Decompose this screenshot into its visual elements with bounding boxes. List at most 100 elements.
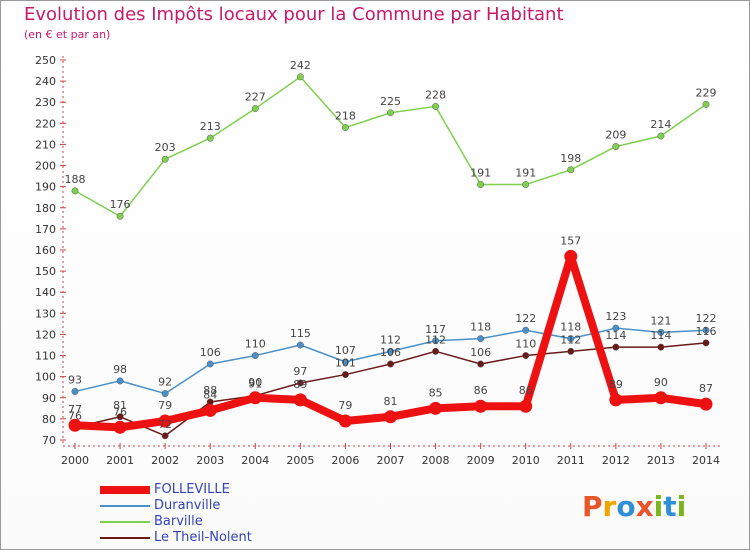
data-label-barville: 176 [110,198,131,211]
data-point-folleville [158,414,172,428]
data-label-duranville: 118 [470,321,491,334]
data-point-folleville [654,391,668,405]
data-point-duranville [702,326,710,334]
data-label-barville: 203 [155,141,176,154]
data-label-duranville: 110 [245,338,266,351]
data-point-barville [116,212,124,220]
y-tick-label: 130 [35,307,56,320]
data-label-duranville: 98 [113,363,127,376]
data-point-barville [522,181,530,189]
data-label-duranville: 122 [696,312,717,325]
data-point-le-theil-nolent [522,352,530,360]
legend-swatch-barville [100,521,150,523]
data-label-folleville: 86 [474,384,488,397]
data-label-le-theil-nolent: 97 [293,365,307,378]
data-point-duranville [567,335,575,343]
data-point-barville [341,124,349,132]
y-tick-label: 230 [35,96,56,109]
data-point-le-theil-nolent [432,347,440,355]
data-label-duranville: 112 [380,333,401,346]
data-label-duranville: 123 [605,310,626,323]
y-tick-label: 100 [35,371,56,384]
y-tick-label: 190 [35,181,56,194]
data-label-barville: 188 [65,173,86,186]
data-label-barville: 209 [605,129,626,142]
data-label-barville: 191 [470,167,491,180]
data-label-barville: 218 [335,110,356,123]
x-tick-label: 2008 [422,454,450,467]
data-point-folleville [293,393,307,407]
data-label-barville: 225 [380,95,401,108]
data-label-barville: 198 [560,152,581,165]
data-point-duranville [432,337,440,345]
data-label-folleville: 157 [560,234,581,247]
x-tick-label: 2014 [692,454,720,467]
data-label-le-theil-nolent: 101 [335,357,356,370]
data-point-le-theil-nolent [161,432,169,440]
legend-label-duranville: Duranville [154,498,221,513]
x-tick-label: 2011 [557,454,585,467]
x-tick-label: 2002 [151,454,179,467]
legend-item-duranville: Duranville [100,498,300,514]
legend-swatch-duranville [100,505,150,507]
logo-letter: i [676,490,687,523]
data-point-duranville [341,358,349,366]
data-label-duranville: 118 [560,321,581,334]
legend-item-le-theil-nolent: Le Theil-Nolent [100,530,300,546]
data-point-le-theil-nolent [657,343,665,351]
data-point-barville [71,187,79,195]
y-tick-label: 160 [35,244,56,257]
data-point-barville [657,132,665,140]
logo-letter: P [582,490,603,523]
x-tick-label: 2010 [512,454,540,467]
data-point-duranville [71,387,79,395]
data-label-le-theil-nolent: 81 [113,399,127,412]
y-tick-label: 170 [35,223,56,236]
data-point-barville [387,109,394,117]
logo-letter: r [602,490,617,523]
data-label-folleville: 76 [113,405,127,418]
legend-swatch-le-theil-nolent [100,537,150,539]
data-label-folleville: 86 [519,384,533,397]
legend-swatch-folleville [100,486,150,494]
data-label-folleville: 79 [338,399,352,412]
data-label-folleville: 79 [158,399,172,412]
x-tick-label: 2001 [106,454,134,467]
data-label-le-theil-nolent: 106 [470,346,491,359]
data-label-duranville: 122 [515,312,536,325]
data-point-le-theil-nolent [296,379,304,387]
y-tick-label: 240 [35,75,56,88]
data-point-barville [567,166,575,174]
data-point-duranville [612,324,620,332]
data-label-folleville: 90 [654,376,668,389]
y-tick-label: 210 [35,138,56,151]
x-tick-label: 2007 [377,454,405,467]
x-tick-label: 2013 [647,454,675,467]
data-point-barville [612,143,620,151]
legend-label-le-theil-nolent: Le Theil-Nolent [154,530,252,545]
x-tick-label: 2004 [241,454,269,467]
data-point-barville [251,105,259,113]
data-point-folleville [429,401,443,415]
data-label-duranville: 92 [158,376,172,389]
legend-label-folleville: FOLLEVILLE [154,482,230,497]
data-point-le-theil-nolent [341,371,349,379]
data-point-duranville [206,360,214,368]
x-tick-label: 2003 [196,454,224,467]
data-label-barville: 242 [290,59,311,72]
data-point-le-theil-nolent [477,360,485,368]
data-label-le-theil-nolent: 114 [650,329,671,342]
data-label-folleville: 89 [293,378,307,391]
data-label-le-theil-nolent: 110 [515,338,536,351]
data-label-duranville: 93 [68,373,82,386]
data-point-folleville [519,399,533,413]
data-label-folleville: 87 [699,382,713,395]
data-label-le-theil-nolent: 88 [203,384,217,397]
data-label-le-theil-nolent: 91 [248,378,262,391]
data-point-folleville [699,397,713,411]
data-label-folleville: 81 [384,395,398,408]
data-label-barville: 227 [245,91,266,104]
data-point-folleville [68,418,82,432]
